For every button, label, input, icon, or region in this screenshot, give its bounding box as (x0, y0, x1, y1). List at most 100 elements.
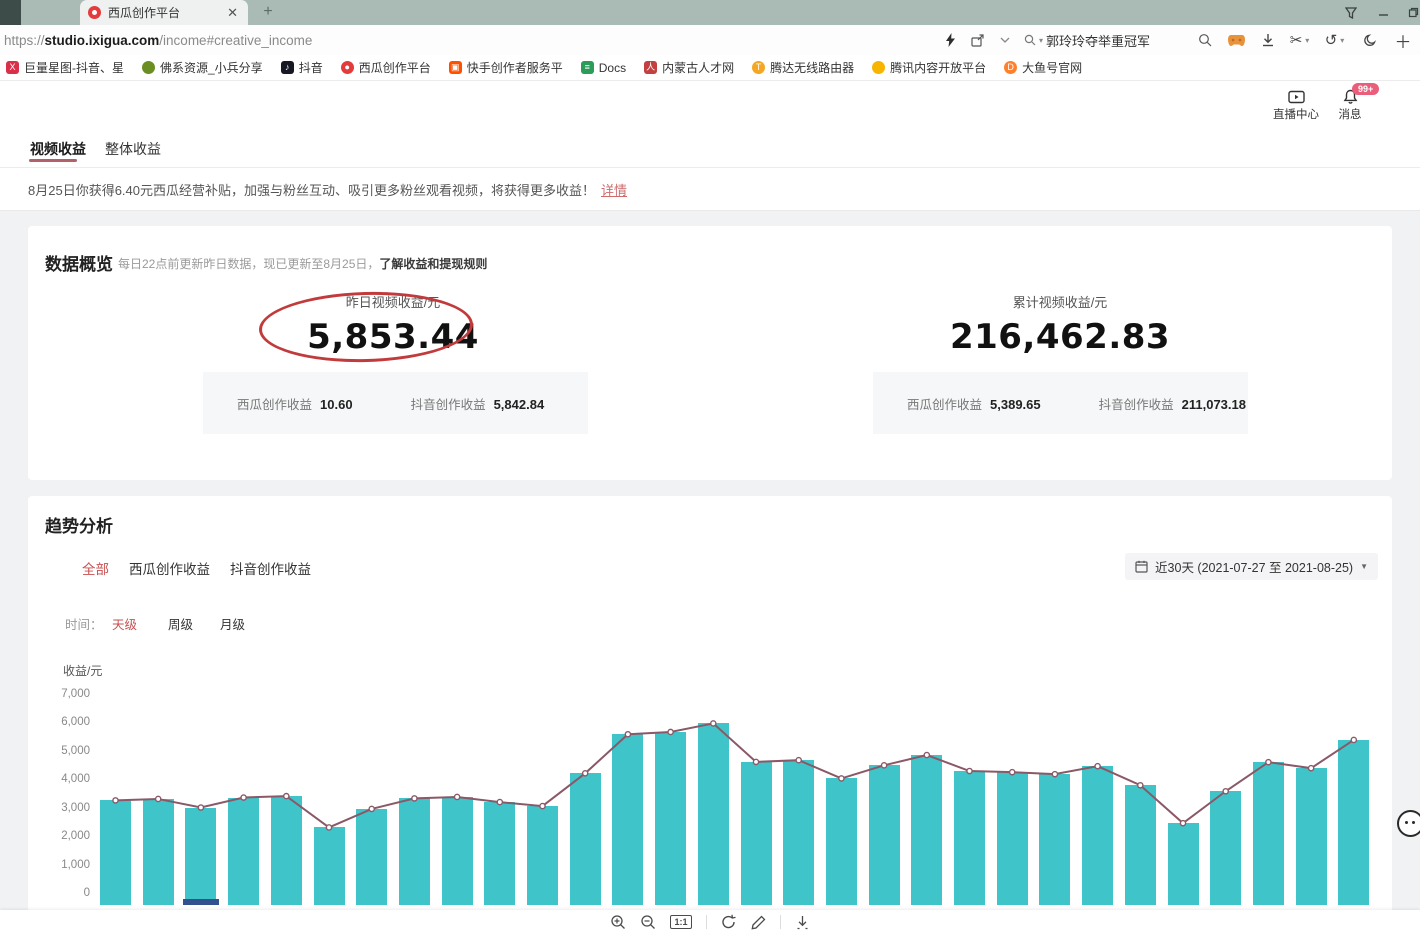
download-manager-icon[interactable] (1252, 28, 1284, 52)
bar (100, 800, 131, 905)
tab-close-icon[interactable]: ✕ (227, 4, 238, 20)
search-icon (1024, 34, 1036, 46)
bookmark-item[interactable]: 腾讯内容开放平台 (872, 59, 986, 76)
stat-value: 216,462.83 (949, 317, 1171, 357)
bookmark-favicon-icon: 人 (644, 61, 658, 74)
bar (527, 806, 558, 905)
filter-xigua-income[interactable]: 西瓜创作收益 (129, 562, 210, 577)
divider (705, 915, 707, 929)
search-engine-caret-icon: ▾ (1038, 35, 1043, 45)
site-header: 直播中心 消息 (0, 81, 1420, 201)
bar (868, 765, 900, 905)
xigua-income-value: 10.60 (320, 396, 353, 412)
calendar-icon (1135, 560, 1148, 573)
quick-search-box[interactable]: ▾ 郭玲玲夺举重冠军 (1018, 29, 1156, 51)
chevron-down-icon[interactable] (992, 28, 1018, 52)
bookmark-item[interactable]: 佛系资源_小兵分享 (142, 59, 263, 76)
share-icon[interactable] (964, 28, 992, 52)
bar (1124, 785, 1156, 905)
bar (1082, 766, 1114, 905)
annotate-pen-icon[interactable] (750, 915, 766, 930)
extension-badge[interactable] (0, 0, 21, 25)
stat-value: 5,853.44 (307, 317, 479, 357)
find-icon[interactable] (1190, 28, 1220, 52)
history-undo-icon[interactable]: ↺ ▾ (1324, 32, 1345, 49)
bookmark-favicon-icon: ♪ (280, 61, 294, 74)
actual-size-button[interactable]: 1:1 (670, 915, 692, 929)
night-mode-icon[interactable] (1354, 28, 1386, 52)
bar (441, 796, 473, 905)
bookmark-favicon-icon (872, 61, 886, 74)
time-daily[interactable]: 天级 (112, 618, 138, 632)
bar (1039, 774, 1071, 905)
lightning-icon[interactable] (938, 28, 964, 52)
subsidy-notice-banner: 8月25日你获得6.40元西瓜经营补贴，加强与粉丝互动、吸引更多粉丝观看视频，将… (0, 168, 1420, 211)
banner-text: 8月25日你获得6.40元西瓜经营补贴，加强与粉丝互动、吸引更多粉丝观看视频，将… (28, 182, 595, 198)
live-center-button[interactable]: 直播中心 (1268, 89, 1324, 122)
bookmark-item[interactable]: ♪ 抖音 (280, 59, 323, 76)
data-overview-card: 数据概览 每日22点前更新昨日数据，现已更新至8月25日，了解收益和提现规则 昨… (28, 226, 1392, 480)
bookmark-item[interactable]: ≡ Docs (580, 61, 626, 75)
bookmark-favicon-icon: ▣ (448, 61, 462, 74)
bookmark-item[interactable]: ● 西瓜创作平台 (340, 59, 431, 76)
bar (740, 761, 772, 905)
y-tick-label: 4,000 (61, 773, 90, 785)
bookmark-label: 内蒙古人才网 (662, 61, 735, 75)
bookmark-label: 大鱼号官网 (1022, 61, 1083, 75)
bookmark-favicon-icon: ● (340, 61, 354, 74)
y-tick-label: 3,000 (61, 801, 90, 814)
bookmark-item[interactable]: 人内蒙古人才网 (644, 59, 734, 76)
minimize-button[interactable] (1370, 4, 1396, 21)
bar (1338, 739, 1370, 905)
search-query: 郭玲玲夺举重冠军 (1045, 33, 1150, 49)
bookmark-label: 腾达无线路由器 (770, 61, 855, 75)
y-tick-label: 6,000 (61, 716, 90, 728)
new-tab-button[interactable]: + (263, 3, 273, 20)
screenshot-scissors-icon[interactable]: ✂ ▾ (1289, 32, 1310, 49)
y-tick-label: 0 (83, 887, 90, 899)
bookmark-item[interactable]: T 腾达无线路由器 (752, 59, 854, 76)
bar (484, 802, 516, 905)
bookmark-item[interactable]: D 大鱼号官网 (1004, 59, 1082, 76)
filter-douyin-income[interactable]: 抖音创作收益 (230, 562, 311, 577)
y-axis-title: 收益/元 (63, 664, 103, 678)
divider (779, 915, 781, 929)
xigua-logo-icon (88, 6, 101, 19)
chart-selection-strip (183, 899, 219, 905)
bookmark-label: 西瓜创作平台 (358, 61, 431, 75)
rotate-icon[interactable] (721, 914, 737, 930)
browser-skin-icon[interactable] (1338, 4, 1364, 21)
add-toolbar-icon[interactable]: ＋ (1394, 32, 1412, 52)
date-range-picker[interactable]: 近30天 (2021-07-27 至 2021-08-25) ▼ (1125, 553, 1378, 580)
income-rules-link[interactable]: 了解收益和提现规则 (379, 257, 488, 271)
banner-detail-link[interactable]: 详情 (601, 182, 628, 198)
tab-video-income[interactable]: 视频收益 (30, 141, 86, 157)
stat-label: 累计视频收益/元 (1012, 295, 1108, 310)
time-weekly[interactable]: 周级 (168, 618, 194, 632)
time-monthly[interactable]: 月级 (220, 618, 246, 632)
overview-title: 数据概览 (45, 255, 113, 274)
y-tick-label: 7,000 (61, 687, 90, 700)
game-center-icon[interactable] (1220, 28, 1252, 52)
bar (1295, 768, 1327, 905)
bar (142, 798, 174, 905)
bookmark-item[interactable]: X 巨量星图-抖音、星 (6, 59, 124, 76)
bar (1167, 823, 1199, 905)
feedback-float-button[interactable] (1397, 810, 1420, 837)
bar (398, 798, 430, 905)
download-image-icon[interactable] (795, 915, 810, 930)
trend-title: 趋势分析 (45, 517, 113, 536)
browser-tab[interactable]: 西瓜创作平台 ✕ (80, 0, 248, 25)
bar (612, 734, 644, 905)
bar (911, 755, 943, 905)
zoom-out-icon[interactable] (640, 914, 656, 930)
douyin-income-value: 211,073.18 (1181, 396, 1246, 412)
address-bar[interactable]: https://studio.ixigua.com/income#creativ… (4, 32, 313, 48)
zoom-in-icon[interactable] (610, 914, 626, 930)
bar (569, 773, 601, 905)
tab-overall-income[interactable]: 整体收益 (105, 141, 161, 157)
bookmark-item[interactable]: ▣ 快手创作者服务平 (448, 59, 563, 76)
bar (1210, 791, 1242, 905)
filter-all[interactable]: 全部 (82, 562, 109, 577)
restore-button[interactable] (1400, 4, 1420, 21)
